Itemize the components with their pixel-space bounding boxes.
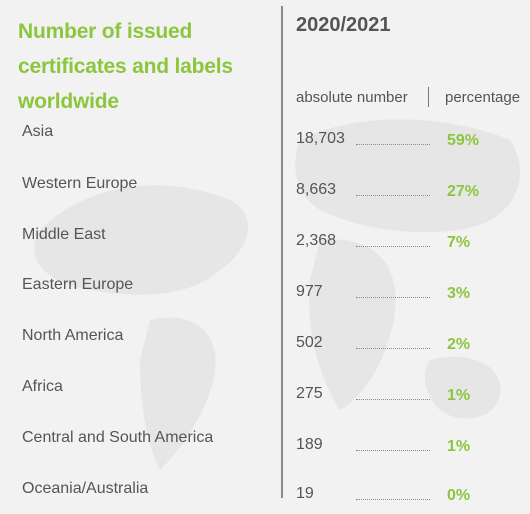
percentage-value: 1% <box>447 438 471 455</box>
dotted-leader <box>356 246 430 247</box>
dotted-leader <box>356 348 430 349</box>
chart-title: Number of issued certificates and labels… <box>18 14 258 119</box>
year-heading: 2020/2021 <box>296 14 391 36</box>
region-label: Eastern Europe <box>22 276 134 293</box>
region-label: Western Europe <box>22 175 138 192</box>
vertical-divider <box>281 6 283 498</box>
region-label: Asia <box>22 123 54 140</box>
region-label: Africa <box>22 378 63 395</box>
title-line-1: Number of issued <box>18 20 193 43</box>
region-label: Central and South America <box>22 429 214 446</box>
percentage-value: 1% <box>447 387 471 404</box>
absolute-value: 275 <box>296 385 323 402</box>
absolute-value: 18,703 <box>296 130 345 147</box>
absolute-value: 8,663 <box>296 181 337 198</box>
percentage-header: percentage <box>445 89 521 106</box>
absolute-value: 977 <box>296 283 323 300</box>
absolute-number-header: absolute number <box>296 89 408 106</box>
percentage-value: 0% <box>447 487 471 504</box>
absolute-value: 2,368 <box>296 232 337 249</box>
header-separator <box>428 87 429 107</box>
percentage-value: 59% <box>447 132 480 149</box>
region-label: Middle East <box>22 226 106 243</box>
title-line-2: certificates and labels <box>18 55 233 78</box>
absolute-value: 19 <box>296 485 314 502</box>
absolute-value: 189 <box>296 436 323 453</box>
title-line-3: worldwide <box>18 90 119 113</box>
dotted-leader <box>356 399 430 400</box>
percentage-value: 2% <box>447 336 471 353</box>
percentage-value: 7% <box>447 234 471 251</box>
percentage-value: 27% <box>447 183 480 200</box>
dotted-leader <box>356 297 430 298</box>
dotted-leader <box>356 195 430 196</box>
region-label: North America <box>22 327 124 344</box>
region-label: Oceania/Australia <box>22 480 149 497</box>
dotted-leader <box>356 144 430 145</box>
absolute-value: 502 <box>296 334 323 351</box>
dotted-leader <box>356 450 430 451</box>
dotted-leader <box>356 499 430 500</box>
percentage-value: 3% <box>447 285 471 302</box>
